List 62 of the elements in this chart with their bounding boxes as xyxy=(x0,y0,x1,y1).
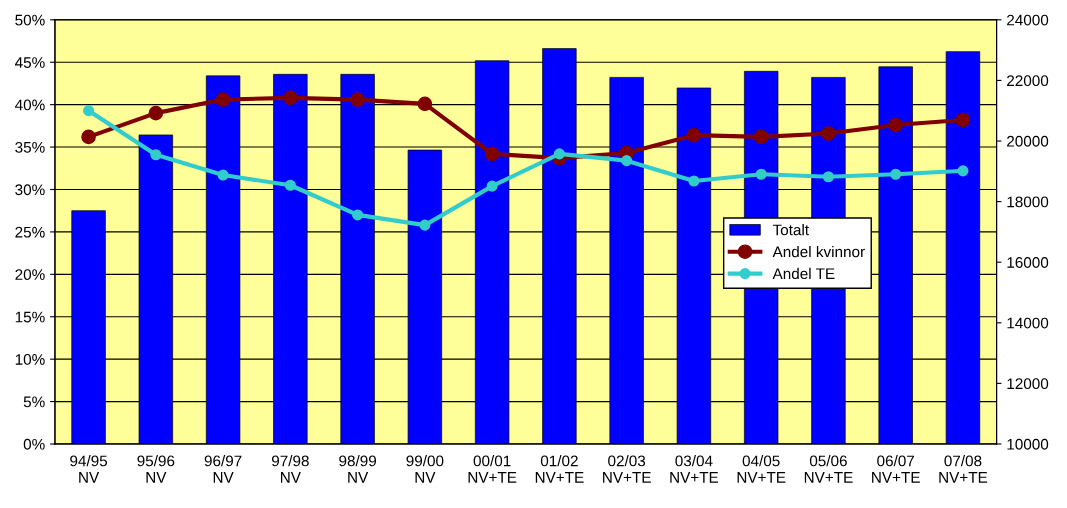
x-tick-label: 05/06 NV+TE xyxy=(804,455,853,483)
x-tick-label: 02/03 NV+TE xyxy=(603,455,651,483)
point xyxy=(148,105,164,121)
point xyxy=(621,155,633,167)
point xyxy=(83,105,95,117)
point xyxy=(486,180,498,192)
point xyxy=(822,171,834,183)
point xyxy=(821,126,836,141)
y-tick-label: 40% xyxy=(15,99,45,111)
point xyxy=(352,209,364,221)
point xyxy=(417,96,433,112)
x-tick-label: 95/96 NV xyxy=(137,455,175,483)
y-tick-label: 30% xyxy=(15,184,45,196)
y2-tick-label: 12000 xyxy=(1007,378,1049,390)
y-tick-label: 50% xyxy=(15,14,45,26)
y2-tick-label: 10000 xyxy=(1007,438,1049,450)
y-tick-label: 20% xyxy=(15,269,45,281)
y2-tick-label: 24000 xyxy=(1007,14,1049,26)
y-tick-label: 0% xyxy=(23,438,45,450)
x-tick-label: 96/97 NV xyxy=(204,455,242,483)
point xyxy=(217,169,229,181)
point xyxy=(957,165,969,177)
y-tick-label: 15% xyxy=(15,311,45,323)
y2-tick-label: 20000 xyxy=(1007,135,1049,147)
point xyxy=(753,129,769,145)
y2-tick-label: 22000 xyxy=(1007,75,1049,87)
x-tick-label: 99/00 NV xyxy=(406,455,444,483)
point xyxy=(484,146,500,162)
point xyxy=(284,179,296,191)
point xyxy=(686,127,702,143)
point xyxy=(553,148,565,160)
x-tick-label: 97/98 NV xyxy=(271,455,309,483)
x-tick-label: 01/02 NV+TE xyxy=(535,455,584,483)
x-tick-label: 00/01 NV+TE xyxy=(468,455,517,483)
y2-tick-label: 14000 xyxy=(1007,317,1049,329)
y-tick-label: 35% xyxy=(15,141,45,153)
point xyxy=(419,219,431,231)
legend-label: Andel TE xyxy=(772,267,835,280)
y2-tick-label: 16000 xyxy=(1007,257,1049,268)
point xyxy=(81,129,96,145)
point xyxy=(350,92,365,107)
point xyxy=(755,168,767,180)
y-tick-label: 5% xyxy=(23,396,45,408)
y2-tick-label: 18000 xyxy=(1007,196,1049,208)
y-tick-label: 25% xyxy=(15,226,45,238)
x-tick-label: 03/04 NV+TE xyxy=(670,455,719,483)
x-tick-label: 98/99 NV xyxy=(339,455,377,483)
point xyxy=(150,149,162,161)
point xyxy=(688,175,700,187)
point xyxy=(888,117,903,133)
point xyxy=(890,168,902,180)
y-tick-label: 10% xyxy=(15,354,45,365)
point xyxy=(215,92,231,107)
y-tick-label: 45% xyxy=(15,57,45,68)
point xyxy=(955,112,971,128)
point xyxy=(283,90,298,106)
legend-label: Andel kvinnor xyxy=(772,245,865,258)
x-tick-label: 04/05 NV+TE xyxy=(737,455,786,483)
x-tick-label: 06/07 NV+TE xyxy=(872,455,920,483)
x-tick-label: 94/95 NV xyxy=(70,455,108,483)
legend-label: Totalt xyxy=(772,224,809,236)
x-tick-label: 07/08 NV+TE xyxy=(939,455,988,483)
